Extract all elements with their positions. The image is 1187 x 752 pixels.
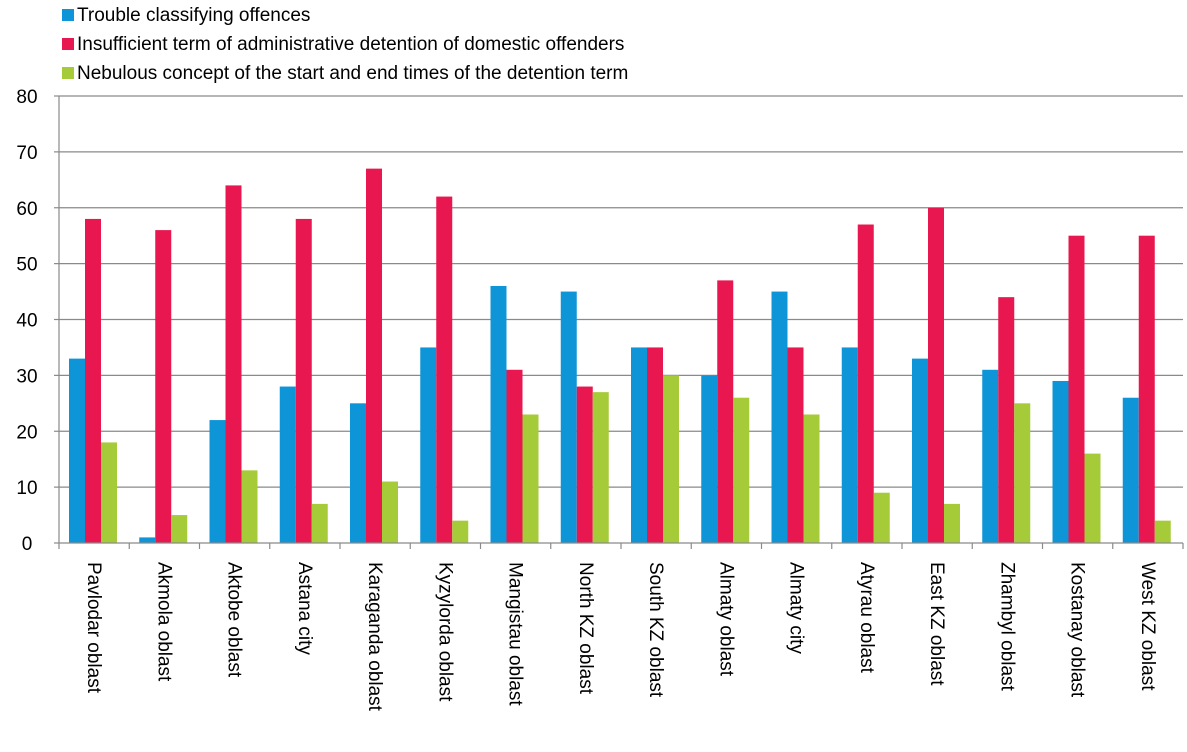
x-tick-label-10: Almaty oblast — [715, 562, 736, 677]
bar-1-1 — [69, 358, 85, 543]
x-tick-label-14: Zhambyl oblast — [996, 562, 1017, 692]
y-tick-label-20: 20 — [16, 422, 37, 443]
bar-3-11 — [803, 414, 820, 543]
bar-3-13 — [944, 503, 960, 543]
x-tick-label-2: Akmola oblast — [153, 562, 174, 682]
bar-2-12 — [857, 224, 874, 543]
bar-3-15 — [1084, 453, 1101, 543]
x-axis-ticks: Pavlodar oblast Akmola oblast Aktobe oblas… — [58, 543, 1184, 712]
bar-1-15 — [1052, 380, 1069, 543]
bar-2-16 — [1138, 235, 1155, 543]
bar-1-14 — [982, 369, 999, 543]
x-tick-label-11: Almaty city — [786, 562, 807, 654]
x-tick-label-5: Karaganda oblast — [364, 562, 385, 712]
x-tick-label-1: Pavlodar oblast — [83, 562, 104, 694]
x-tick-label-9: South KZ oblast — [645, 562, 666, 698]
x-tick-label-6: Kyzylorda oblast — [434, 562, 455, 702]
bar-2-5 — [366, 168, 382, 543]
y-tick-label-50: 50 — [16, 255, 37, 276]
y-tick-label-80: 80 — [16, 87, 37, 108]
bar-1-12 — [841, 347, 858, 543]
legend-swatch-3 — [62, 67, 74, 79]
bar-2-15 — [1068, 235, 1085, 543]
y-tick-label-30: 30 — [16, 366, 37, 387]
y-axis-ticks: 0 10 20 30 40 50 60 70 80 — [16, 87, 59, 555]
x-tick-label-12: Atyrau oblast — [856, 562, 877, 674]
x-tick-label-15: Kostanay oblast — [1067, 562, 1088, 698]
chart-legend: Trouble classifying offences Insufficient… — [62, 5, 628, 84]
bar-3-7 — [522, 414, 539, 543]
bar-3-5 — [382, 481, 398, 543]
bar-1-8 — [560, 291, 577, 543]
bar-1-16 — [1122, 397, 1139, 543]
legend-swatch-2 — [62, 38, 74, 50]
bars-group — [69, 168, 1171, 544]
bar-2-6 — [436, 196, 453, 543]
bar-1-13 — [912, 358, 928, 543]
bar-2-1 — [85, 218, 101, 544]
y-tick-label-10: 10 — [16, 478, 37, 499]
bar-3-2 — [171, 515, 188, 543]
bar-1-3 — [209, 420, 226, 543]
y-tick-label-40: 40 — [16, 311, 37, 332]
bar-3-3 — [241, 470, 258, 543]
bar-2-10 — [717, 280, 734, 543]
bar-2-4 — [295, 218, 312, 544]
bar-2-3 — [225, 185, 242, 543]
bar-1-10 — [701, 375, 718, 543]
bar-3-10 — [733, 397, 750, 543]
x-tick-label-4: Astana city — [294, 562, 315, 655]
bar-3-14 — [1014, 403, 1031, 543]
bar-2-13 — [928, 207, 944, 543]
bar-2-14 — [998, 297, 1015, 543]
bar-1-5 — [350, 403, 366, 543]
x-tick-label-3: Aktobe oblast — [224, 562, 245, 678]
bar-1-9 — [631, 347, 647, 543]
bar-3-4 — [311, 503, 328, 543]
legend-label-2: Insufficient term of administrative dete… — [77, 34, 624, 55]
bar-1-7 — [490, 285, 507, 543]
y-tick-label-70: 70 — [16, 143, 37, 164]
bar-2-11 — [787, 347, 804, 543]
legend-swatch-1 — [62, 9, 74, 21]
bar-1-2 — [139, 537, 156, 543]
bar-3-9 — [663, 375, 679, 543]
x-tick-label-8: North KZ oblast — [575, 562, 596, 695]
bar-1-6 — [420, 347, 437, 543]
bar-2-8 — [576, 386, 593, 543]
bar-2-9 — [647, 347, 663, 543]
bar-2-7 — [506, 369, 523, 543]
bar-3-12 — [873, 492, 890, 543]
x-tick-label-16: West KZ oblast — [1137, 562, 1158, 691]
bar-3-6 — [452, 520, 469, 543]
y-tick-label-60: 60 — [16, 199, 37, 220]
bar-3-16 — [1154, 520, 1171, 543]
bar-2-2 — [155, 230, 172, 543]
legend-label-1: Trouble classifying offences — [77, 5, 310, 26]
legend-label-3: Nebulous concept of the start and end ti… — [77, 63, 628, 84]
bar-3-8 — [592, 392, 609, 543]
x-tick-label-13: East KZ oblast — [926, 562, 947, 686]
bar-1-4 — [279, 386, 296, 543]
y-tick-label-0: 0 — [22, 534, 33, 555]
gridlines — [59, 95, 1183, 488]
bar-1-11 — [771, 291, 788, 543]
bar-3-1 — [101, 442, 117, 543]
x-tick-label-7: Mangistau oblast — [505, 562, 526, 706]
